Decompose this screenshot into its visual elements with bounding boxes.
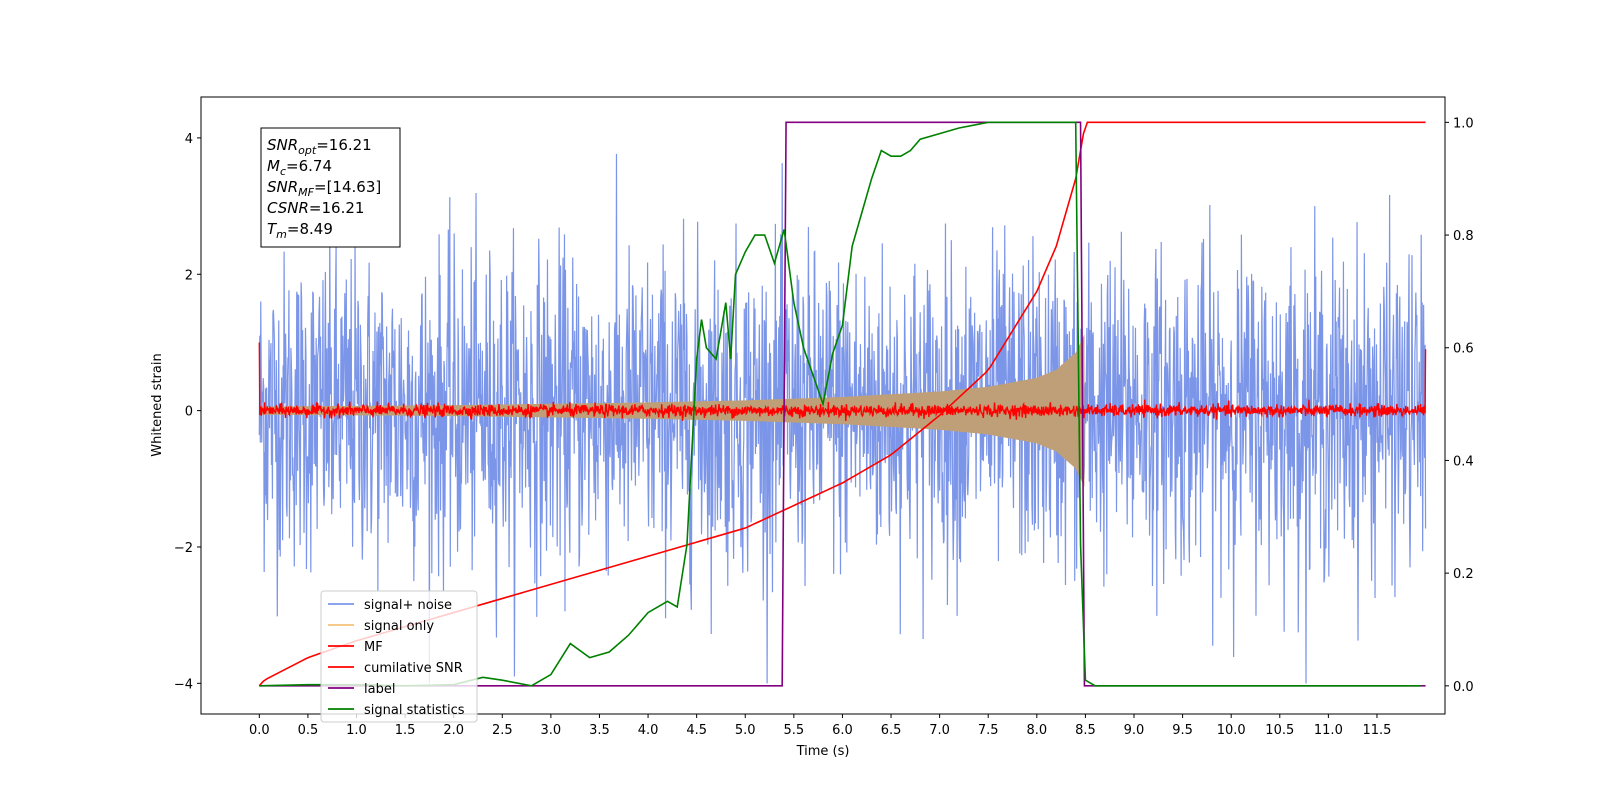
- x-tick-label: 9.5: [1172, 723, 1193, 738]
- annotation-box: SNRopt=16.21Mc=6.74SNRMF=[14.63]CSNR=16.…: [260, 127, 401, 248]
- x-tick-label: 8.5: [1075, 723, 1096, 738]
- series-mf-line: [258, 342, 1427, 422]
- x-tick-label: 2.5: [492, 723, 513, 738]
- x-tick-label: 3.5: [589, 723, 610, 738]
- x-tick-label: 11.0: [1314, 723, 1343, 738]
- y-axis-left: −4 −2 0 2 4: [174, 132, 201, 692]
- x-tick-label: 0.0: [249, 723, 270, 738]
- annotation-line: Mc=6.74: [267, 157, 332, 178]
- legend-label: label: [364, 682, 395, 697]
- annotation-line: Tm=8.49: [267, 220, 333, 241]
- y-right-tick-label: 0.8: [1453, 229, 1474, 244]
- x-tick-label: 7.5: [978, 723, 999, 738]
- y-right-tick-label: 0.0: [1453, 680, 1474, 695]
- x-tick-label: 9.0: [1124, 723, 1145, 738]
- x-tick-label: 6.5: [881, 723, 902, 738]
- legend-label: signal statistics: [364, 703, 465, 718]
- x-tick-label: 10.5: [1265, 723, 1294, 738]
- legend-label: signal only: [364, 619, 434, 634]
- x-tick-label: 10.0: [1217, 723, 1246, 738]
- annotation-line: SNRopt=16.21: [267, 136, 372, 157]
- legend-label: signal+ noise: [364, 598, 452, 613]
- x-tick-label: 4.5: [686, 723, 707, 738]
- x-axis-label: Time (s): [796, 744, 850, 759]
- y-left-tick-label: 0: [185, 405, 193, 420]
- axes-frame: [200, 96, 1446, 715]
- y-right-tick-label: 1.0: [1453, 116, 1474, 131]
- series-signal-statistics-line: [259, 121, 1421, 687]
- annotation-line: CSNR=16.21: [267, 199, 364, 217]
- x-tick-label: 5.0: [735, 723, 756, 738]
- legend-label: MF: [364, 640, 383, 655]
- y-axis-label: Whitened strain: [150, 353, 165, 456]
- x-axis: 0.0 0.5 1.0 1.5 2.0 2.5 3.0 3.5 4.0 4.5 5.0 5.5 6.0 6…: [249, 714, 1391, 738]
- y-axis-right: 0.0 0.2 0.4 0.6 0.8 1.0: [1445, 116, 1474, 695]
- legend: signal+ noise signal only MF cumilative SNR…: [320, 590, 478, 723]
- y-right-tick-label: 0.2: [1453, 567, 1474, 582]
- x-tick-label: 1.0: [346, 723, 367, 738]
- annotation-frame: [260, 127, 401, 248]
- x-tick-label: 8.0: [1026, 723, 1047, 738]
- x-tick-label: 11.5: [1362, 723, 1391, 738]
- y-right-tick-label: 0.4: [1453, 454, 1474, 469]
- y-left-tick-label: 2: [185, 268, 193, 283]
- y-right-tick-label: 0.6: [1453, 342, 1474, 357]
- x-tick-label: 6.0: [832, 723, 853, 738]
- x-tick-label: 2.0: [443, 723, 464, 738]
- y-left-tick-label: 4: [185, 132, 193, 147]
- y-left-tick-label: −2: [174, 541, 193, 556]
- x-tick-label: 5.5: [784, 723, 805, 738]
- x-tick-label: 7.0: [929, 723, 950, 738]
- legend-frame: [320, 590, 478, 723]
- x-tick-label: 4.0: [638, 723, 659, 738]
- x-tick-label: 3.0: [541, 723, 562, 738]
- legend-label: cumilative SNR: [364, 661, 463, 676]
- x-tick-label: 1.5: [395, 723, 416, 738]
- annotation-line: SNRMF=[14.63]: [267, 178, 381, 199]
- y-left-tick-label: −4: [174, 677, 193, 692]
- x-tick-label: 0.5: [298, 723, 319, 738]
